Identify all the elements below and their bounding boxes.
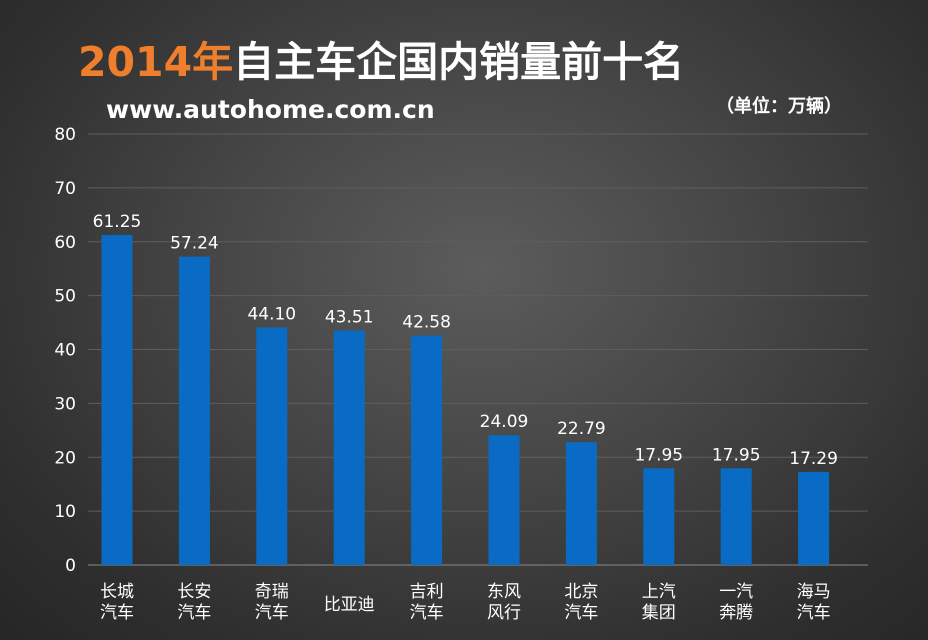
bar: [178, 256, 210, 565]
x-tick-label: 奇瑞: [255, 582, 289, 602]
x-tick-label: 上汽: [642, 582, 676, 602]
chart-title-text: 自主车企国内销量前十名: [233, 38, 685, 86]
x-tick-label: 风行: [487, 603, 521, 623]
x-tick-label: 汽车: [797, 603, 831, 623]
data-label: 22.79: [557, 419, 606, 439]
bar: [333, 330, 365, 565]
x-tick-label: 汽车: [100, 603, 134, 623]
bar: [720, 468, 752, 565]
data-label: 42.58: [402, 313, 451, 333]
y-tick-label: 10: [54, 502, 76, 522]
y-tick-label: 30: [54, 394, 76, 414]
bar: [411, 335, 443, 565]
y-tick-label: 70: [54, 179, 76, 199]
x-tick-label: 吉利: [410, 582, 444, 602]
x-tick-label: 长城: [100, 582, 134, 602]
bar: [798, 471, 830, 565]
data-label: 17.95: [634, 445, 683, 465]
y-tick-label: 60: [54, 233, 76, 253]
data-label: 17.29: [789, 449, 838, 469]
unit-label: （单位：万辆）: [716, 96, 842, 117]
x-tick-label: 长安: [177, 582, 211, 602]
bar: [643, 468, 675, 565]
x-tick-label: 集团: [642, 603, 676, 623]
bar: [101, 235, 133, 565]
x-tick-label: 海马: [797, 582, 831, 602]
data-label: 43.51: [325, 308, 374, 328]
y-tick-label: 80: [54, 125, 76, 145]
x-tick-label: 汽车: [410, 603, 444, 623]
x-tick-label: 比亚迪: [324, 595, 375, 615]
x-tick-label: 汽车: [177, 603, 211, 623]
x-tick-label: 汽车: [564, 603, 598, 623]
data-label: 44.10: [247, 304, 296, 324]
chart-title-year: 2014年: [78, 38, 234, 86]
source-url: www.autohome.com.cn: [106, 95, 435, 124]
bar: [488, 435, 520, 565]
y-tick-label: 0: [65, 556, 76, 576]
x-tick-label: 北京: [564, 582, 598, 602]
x-tick-label: 汽车: [255, 603, 289, 623]
bar: [256, 327, 288, 565]
data-label: 17.95: [712, 445, 761, 465]
y-tick-label: 20: [54, 448, 76, 468]
data-label: 57.24: [170, 234, 219, 254]
chart-title: 2014年自主车企国内销量前十名: [78, 34, 684, 90]
data-label: 61.25: [93, 212, 142, 232]
data-label: 24.09: [480, 412, 529, 432]
x-tick-label: 一汽: [719, 582, 753, 602]
y-tick-label: 40: [54, 341, 76, 361]
x-tick-label: 东风: [487, 582, 521, 602]
x-tick-label: 奔腾: [719, 603, 753, 623]
y-tick-label: 50: [54, 287, 76, 307]
bar: [565, 442, 597, 565]
